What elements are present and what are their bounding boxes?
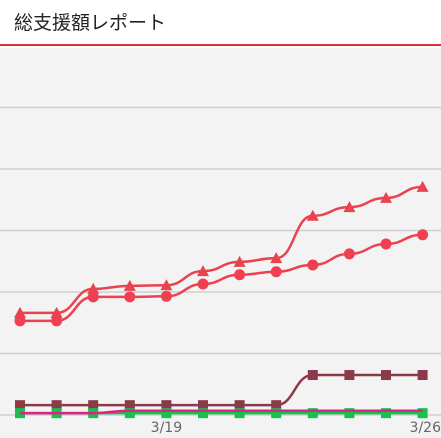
x-tick-label: 3/26	[410, 420, 441, 436]
marker	[124, 400, 135, 411]
marker	[234, 408, 245, 419]
marker	[307, 408, 318, 419]
marker	[234, 400, 245, 411]
marker	[51, 400, 62, 411]
marker	[417, 229, 429, 241]
marker	[380, 191, 392, 203]
marker	[306, 209, 319, 221]
marker	[343, 248, 355, 260]
marker	[160, 290, 172, 302]
marker	[234, 269, 246, 281]
x-tick-label: 3/19	[151, 420, 182, 436]
marker	[87, 291, 99, 303]
marker	[233, 255, 246, 267]
marker	[124, 408, 135, 419]
header: 総支援額レポート	[0, 0, 441, 46]
marker	[88, 400, 99, 411]
marker	[198, 408, 208, 419]
marker	[160, 279, 173, 291]
marker	[15, 400, 25, 411]
marker	[161, 408, 172, 419]
marker	[271, 400, 282, 411]
marker	[161, 400, 172, 411]
marker	[87, 282, 100, 294]
marker	[344, 370, 355, 381]
marker	[50, 306, 63, 318]
marker	[416, 180, 429, 192]
marker	[197, 265, 209, 277]
marker	[270, 266, 282, 278]
series-line	[20, 409, 423, 415]
marker	[14, 306, 26, 318]
marker	[271, 408, 282, 419]
marker	[123, 279, 136, 291]
marker	[381, 370, 391, 381]
marker	[270, 252, 283, 264]
marker	[51, 315, 63, 327]
title: 総支援額レポート	[14, 12, 167, 34]
marker	[198, 400, 208, 411]
marker	[380, 238, 392, 250]
marker	[417, 408, 428, 419]
marker	[307, 370, 318, 381]
marker	[14, 315, 26, 327]
marker	[417, 370, 428, 381]
marker	[343, 201, 356, 213]
marker	[307, 259, 319, 271]
marker	[197, 278, 209, 290]
marker	[344, 408, 355, 419]
marker	[124, 291, 136, 303]
chart-bg	[0, 48, 441, 438]
marker	[381, 408, 391, 419]
